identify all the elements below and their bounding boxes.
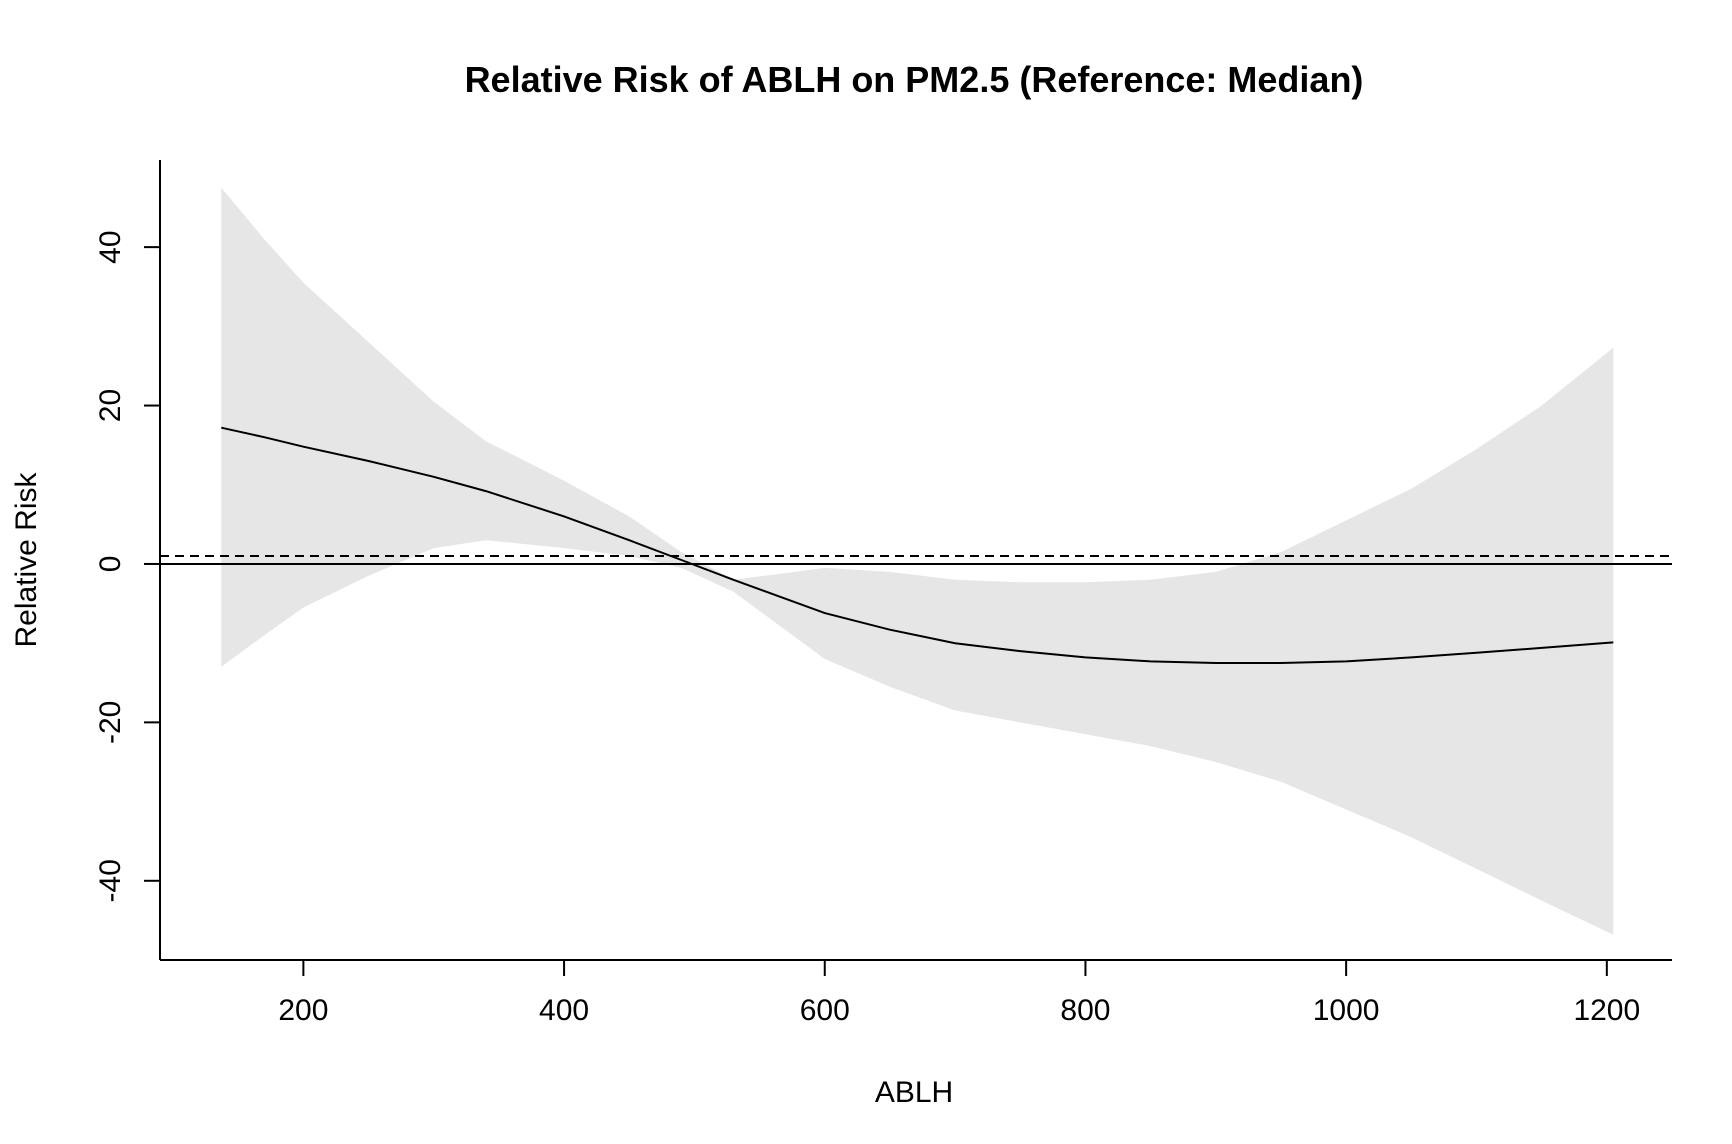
estimate-line-layer — [221, 426, 1614, 664]
reference-lines — [160, 555, 1672, 565]
chart-title: Relative Risk of ABLH on PM2.5 (Referenc… — [465, 59, 1364, 100]
x-axis-label: ABLH — [875, 1076, 953, 1109]
x-tick-label: 400 — [539, 994, 589, 1027]
x-tick-label: 1200 — [1573, 994, 1640, 1027]
x-tick-label: 800 — [1060, 994, 1110, 1027]
confidence-band — [221, 187, 1614, 935]
x-tick-label: 1000 — [1313, 994, 1380, 1027]
x-tick-label: 200 — [278, 994, 328, 1027]
y-axis-label: Relative Risk — [10, 471, 43, 647]
x-tick-label: 600 — [800, 994, 850, 1027]
y-tick-label: -20 — [94, 701, 127, 744]
y-tick-label: 20 — [94, 389, 127, 422]
y-tick-label: -40 — [94, 859, 127, 902]
estimate-line — [221, 426, 1614, 664]
confidence-band-layer — [221, 187, 1614, 935]
y-tick-label: 40 — [94, 230, 127, 263]
axes: 200 400 600 800 1000 1200 -40 -20 0 20 40 — [94, 160, 1672, 1027]
y-tick-label: 0 — [94, 556, 127, 573]
